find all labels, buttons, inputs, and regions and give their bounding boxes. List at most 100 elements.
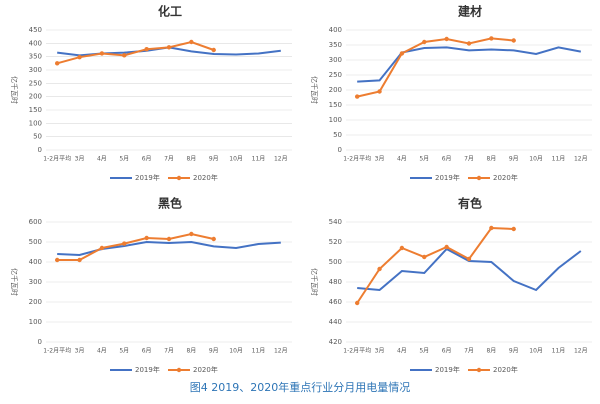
legend-label: 2019年 — [135, 365, 160, 374]
point — [399, 245, 405, 251]
point — [189, 231, 194, 237]
point — [377, 89, 382, 94]
y-tick-label: 300 — [29, 66, 42, 74]
series-line — [356, 226, 514, 304]
series-line — [357, 247, 582, 292]
y-tick-label: 500 — [329, 258, 342, 266]
x-tick-label: 9月 — [509, 348, 519, 355]
y-tick-label: 150 — [329, 101, 342, 109]
x-tick-label: 1-2月平均 — [43, 155, 71, 163]
x-tick-label: 8月 — [186, 156, 196, 163]
x-tick-label: 6月 — [142, 348, 152, 355]
point — [77, 55, 82, 60]
legend-label: 2019年 — [435, 365, 460, 374]
x-tick-label: 11月 — [552, 156, 566, 163]
point — [54, 61, 60, 66]
y-axis-label: 亿千瓦时 — [310, 268, 319, 296]
x-tick-label: 3月 — [75, 348, 85, 355]
legend-label: 2020年 — [193, 365, 218, 374]
point — [489, 36, 494, 41]
x-tick-label: 12月 — [274, 156, 288, 163]
point — [211, 47, 216, 53]
y-tick-label: 300 — [329, 56, 342, 64]
x-tick-label: 10月 — [529, 156, 543, 163]
y-tick-label: 600 — [29, 218, 42, 226]
x-tick-label: 10月 — [229, 156, 243, 163]
x-tick-label: 12月 — [274, 348, 288, 355]
point — [122, 241, 127, 246]
x-tick-label: 9月 — [209, 348, 219, 355]
point — [444, 244, 449, 250]
x-tick-label: 3月 — [375, 156, 385, 163]
chart-title: 化工 — [158, 4, 182, 19]
point — [144, 235, 149, 241]
x-tick-label: 5月 — [419, 348, 429, 355]
y-axis-label: 亿千瓦时 — [10, 76, 19, 104]
point — [99, 245, 105, 251]
x-tick-label: 11月 — [252, 156, 266, 163]
point — [466, 41, 472, 46]
point — [166, 45, 172, 50]
y-tick-label: 100 — [329, 116, 342, 124]
y-tick-label: 350 — [29, 53, 42, 61]
y-tick-label: 520 — [329, 238, 342, 246]
x-tick-label: 1-2月平均 — [343, 155, 371, 163]
y-tick-label: 200 — [29, 93, 42, 101]
x-tick-label: 6月 — [442, 156, 452, 163]
x-tick-label: 4月 — [397, 348, 407, 355]
y-tick-label: 100 — [29, 318, 42, 326]
x-tick-label: 1-2月平均 — [343, 347, 371, 355]
caption: 图4 2019、2020年重点行业分月用电量情况 — [190, 380, 410, 394]
y-tick-label: 350 — [329, 41, 342, 49]
x-tick-label: 4月 — [97, 156, 107, 163]
y-tick-label: 0 — [38, 146, 42, 154]
x-tick-label: 4月 — [97, 348, 107, 355]
x-tick-label: 11月 — [252, 348, 266, 355]
x-tick-label: 5月 — [119, 156, 129, 163]
point — [211, 236, 216, 242]
point — [422, 254, 427, 260]
y-tick-label: 250 — [29, 79, 42, 87]
y-tick-label: 400 — [329, 26, 342, 34]
y-tick-label: 400 — [29, 39, 42, 47]
x-tick-label: 9月 — [209, 156, 219, 163]
x-tick-label: 3月 — [375, 348, 385, 355]
y-axis-label: 亿千瓦时 — [10, 268, 19, 296]
y-axis-label: 亿千瓦时 — [310, 76, 319, 104]
legend-marker — [176, 367, 182, 373]
y-tick-label: 480 — [329, 278, 342, 286]
legend-marker — [476, 175, 482, 181]
x-tick-label: 10月 — [229, 348, 243, 355]
y-tick-label: 450 — [29, 26, 42, 34]
x-tick-label: 12月 — [574, 156, 588, 163]
point — [77, 257, 82, 263]
x-tick-label: 11月 — [552, 348, 566, 355]
x-tick-label: 12月 — [574, 348, 588, 355]
chart-title: 建材 — [457, 4, 482, 19]
legend-label: 2020年 — [493, 173, 518, 182]
chart-title: 有色 — [458, 196, 482, 211]
point — [466, 256, 472, 262]
point — [399, 51, 405, 56]
point — [377, 266, 382, 272]
point — [99, 51, 105, 56]
y-tick-label: 500 — [29, 238, 42, 246]
point — [166, 236, 172, 242]
x-tick-label: 7月 — [464, 348, 474, 355]
point — [354, 94, 360, 99]
x-tick-label: 7月 — [464, 156, 474, 163]
x-tick-label: 7月 — [164, 156, 174, 163]
legend-label: 2020年 — [193, 173, 218, 182]
x-tick-label: 10月 — [529, 348, 543, 355]
y-tick-label: 0 — [38, 338, 42, 346]
y-tick-label: 50 — [33, 133, 42, 141]
point — [422, 39, 427, 45]
y-tick-label: 150 — [29, 106, 42, 114]
x-tick-label: 4月 — [397, 156, 407, 163]
point — [54, 257, 60, 263]
x-tick-label: 8月 — [486, 348, 496, 355]
legend-label: 2019年 — [135, 173, 160, 182]
series-line — [57, 232, 214, 261]
y-tick-label: 250 — [329, 71, 342, 79]
